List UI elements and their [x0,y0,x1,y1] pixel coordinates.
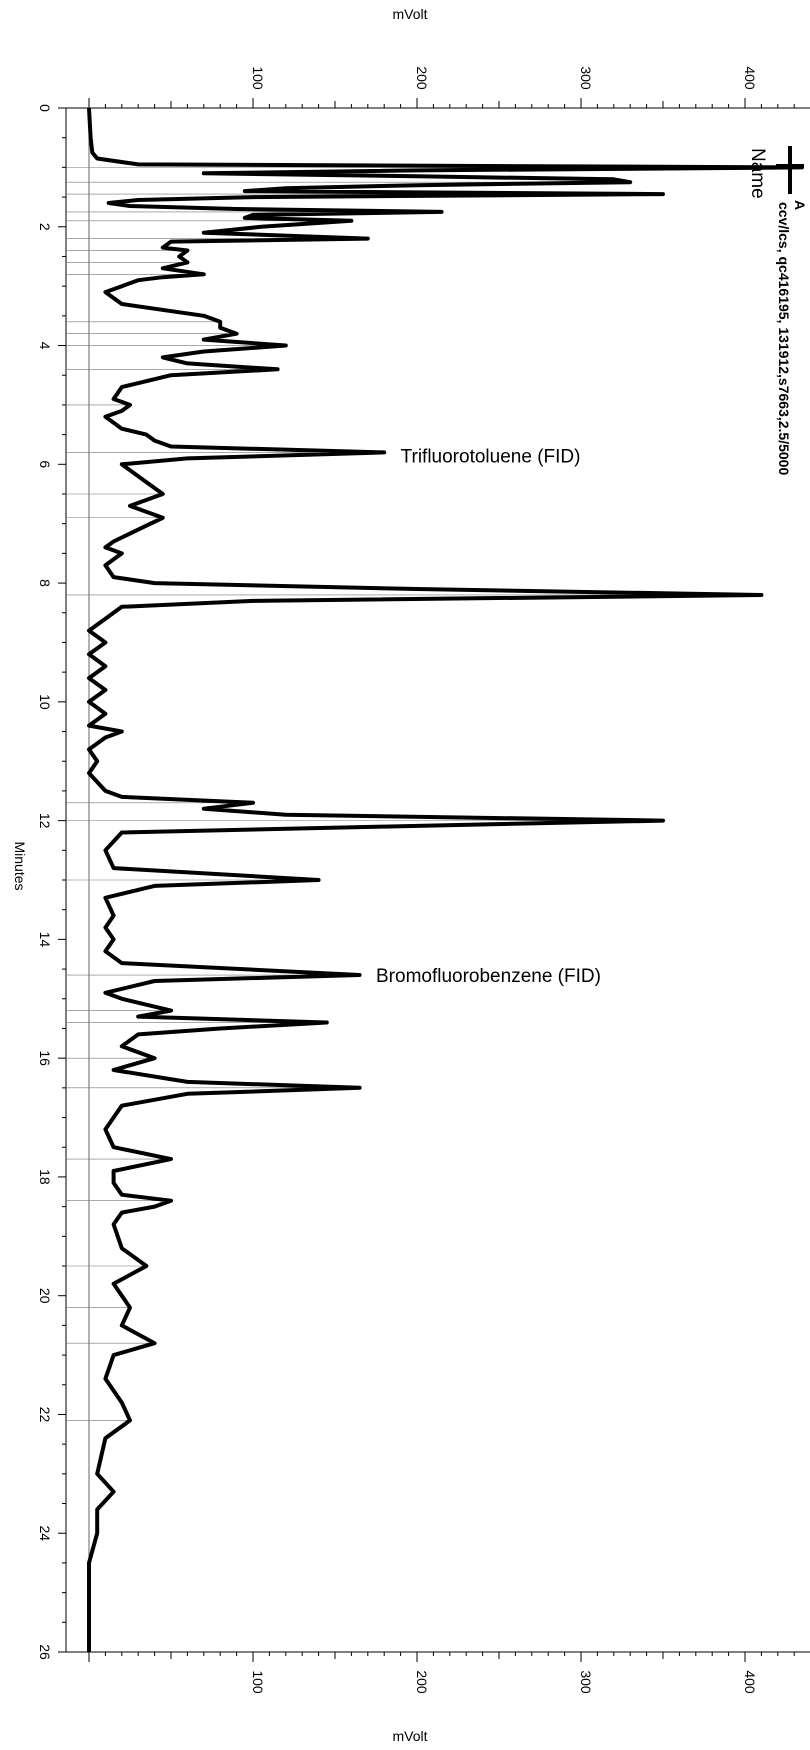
x-tick-label: 24 [37,1525,53,1541]
x-tick-label: 8 [37,579,53,587]
x-tick-label: 4 [37,342,53,350]
legend: A ccv/lcs, qc416195, 131912,s7663,2.5/50… [747,146,808,475]
y-tick-label-bottom: 400 [742,1670,758,1694]
x-tick-label: 20 [37,1288,53,1304]
x-tick-label: 0 [37,104,53,112]
x-tick-label: 26 [37,1644,53,1660]
y-tick-label-top: 200 [414,66,430,90]
y-tick-label-bottom: 300 [578,1670,594,1694]
x-tick-label: 18 [37,1169,53,1185]
x-tick-label: 22 [37,1407,53,1423]
y-tick-label-top: 400 [742,66,758,90]
x-tick-label: 14 [37,932,53,948]
y-tick-label-top: 100 [250,66,266,90]
x-tick-label: 2 [37,223,53,231]
tick-layer: 0246810121416182022242610010020020030030… [37,66,795,1694]
x-tick-label: 10 [37,694,53,710]
top-axis-title: mVolt [392,6,428,22]
legend-series-text: ccv/lcs, qc416195, 131912,s7663,2.5/5000 [776,202,792,475]
legend-marker-label: A [792,200,808,210]
chromatogram-trace [87,107,804,1652]
x-tick-label: 16 [37,1050,53,1066]
y-tick-label-bottom: 100 [250,1670,266,1694]
bottom-axis-title: mVolt [392,1728,428,1744]
x-tick-label: 6 [37,460,53,468]
y-tick-label-bottom: 200 [414,1670,430,1694]
legend-header: Name [747,148,768,199]
peak-annotation: Trifluorotoluene (FID) [401,446,581,467]
annotation-layer: Trifluorotoluene (FID) Bromofluorobenzene… [376,446,601,987]
peak-annotation: Bromofluorobenzene (FID) [376,966,601,987]
x-tick-label: 12 [37,813,53,829]
y-tick-label-top: 300 [578,66,594,90]
